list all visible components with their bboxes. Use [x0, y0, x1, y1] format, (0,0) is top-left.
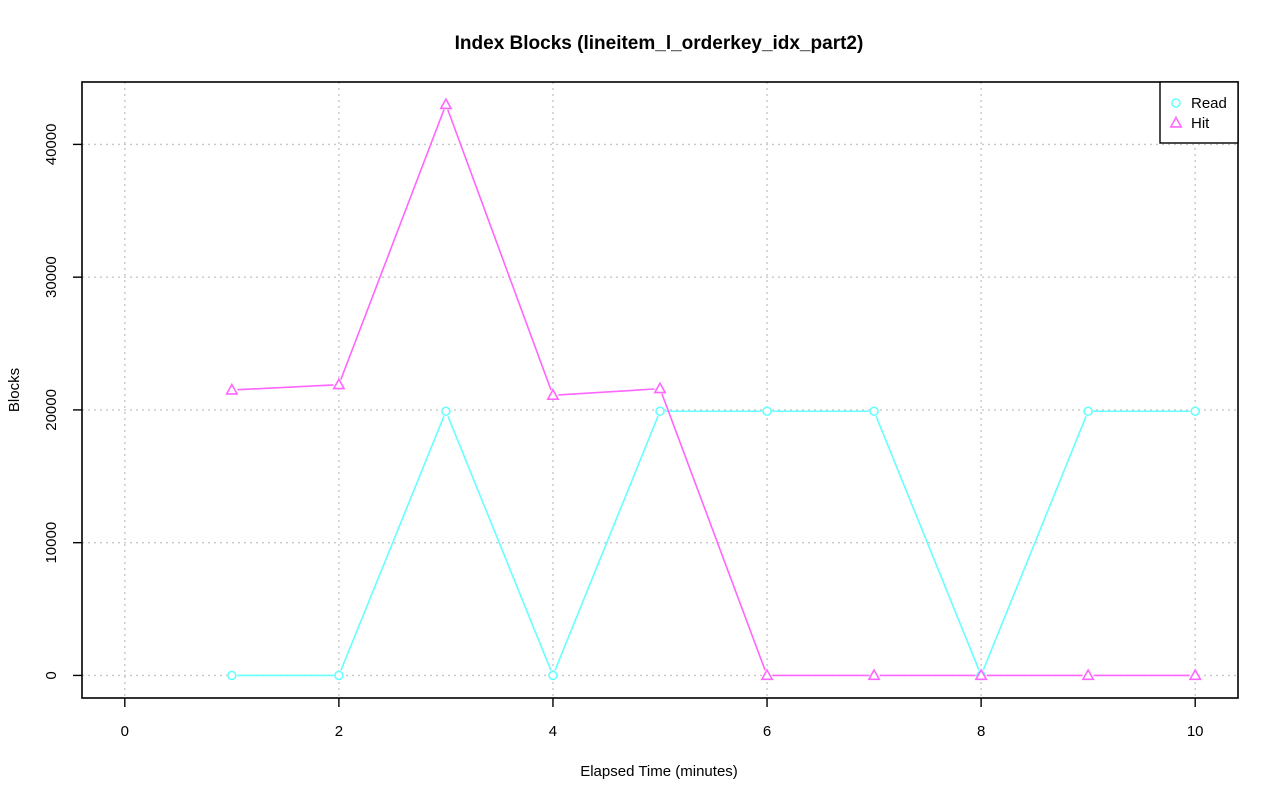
x-tick-label: 0	[121, 723, 129, 740]
series-hit-point	[1081, 668, 1095, 681]
x-tick-label: 2	[335, 723, 343, 740]
legend-label-hit: Hit	[1191, 115, 1210, 132]
series-hit-line-segment	[558, 388, 655, 396]
series-hit-point	[439, 97, 453, 110]
series-hit-line-segment	[661, 393, 766, 671]
series-read-point	[548, 670, 558, 681]
series	[225, 97, 1202, 681]
y-tick-label: 20000	[43, 389, 60, 431]
series-hit-point	[546, 388, 560, 401]
x-tick-label: 4	[549, 723, 557, 740]
series-hit-point	[974, 668, 988, 681]
x-tick-label: 8	[977, 723, 985, 740]
series-hit-line-segment	[447, 109, 552, 391]
series-read-point	[1083, 406, 1093, 417]
series-read-point	[227, 670, 237, 681]
series-hit-point	[760, 668, 774, 681]
y-axis: 0 10000 20000 30000 40000	[43, 124, 82, 680]
series-read-point	[869, 406, 879, 417]
series-hit-point	[225, 382, 239, 395]
series-read-point	[655, 406, 665, 417]
x-tick-label: 10	[1187, 723, 1204, 740]
series-read-line-segment	[554, 416, 659, 671]
series-read-line-segment	[982, 416, 1087, 671]
series-read-point	[762, 406, 772, 417]
x-tick-label: 6	[763, 723, 771, 740]
series-hit-point	[332, 377, 346, 390]
series-hit-line-segment	[237, 384, 334, 391]
series-read-line-segment	[875, 416, 980, 671]
legend: Read Hit	[1159, 81, 1239, 144]
plot-area-frame	[81, 81, 1239, 699]
series-hit-point	[867, 668, 881, 681]
legend-marker-read	[1171, 98, 1181, 108]
series-hit-point	[653, 381, 667, 394]
series-read-point	[441, 406, 451, 417]
x-axis: 0 2 4 6 8 10	[121, 698, 1204, 740]
legend-marker-hit	[1169, 115, 1183, 128]
y-tick-label: 30000	[43, 256, 60, 298]
legend-label-read: Read	[1191, 95, 1227, 112]
series-read-point	[1190, 406, 1200, 417]
legend-box	[1159, 81, 1239, 144]
y-tick-label: 40000	[43, 124, 60, 166]
y-axis-title: Blocks	[6, 368, 23, 412]
series-hit	[225, 97, 1202, 681]
series-hit-point	[1188, 668, 1202, 681]
y-tick-label: 10000	[43, 522, 60, 564]
series-read-point	[334, 670, 344, 681]
series-read-line-segment	[340, 416, 445, 671]
series-read-line-segment	[447, 416, 552, 671]
chart-title: Index Blocks (lineitem_l_orderkey_idx_pa…	[455, 33, 864, 54]
series-hit-line-segment	[340, 109, 445, 380]
y-tick-label: 0	[43, 671, 60, 679]
x-axis-title: Elapsed Time (minutes)	[580, 763, 738, 780]
